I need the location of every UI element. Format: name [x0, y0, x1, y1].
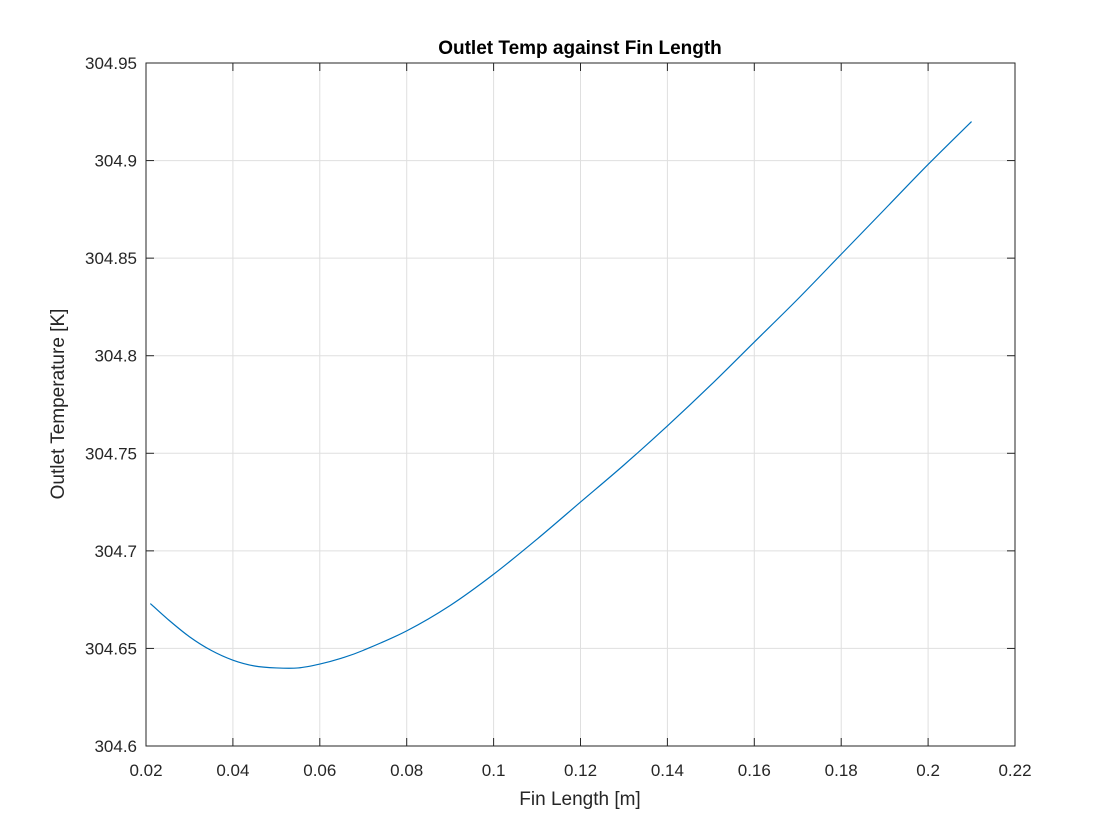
x-tick-label: 0.04	[216, 761, 249, 780]
series-line	[149, 121, 972, 669]
y-tick-label: 304.7	[94, 542, 137, 561]
x-tick-label: 0.02	[129, 761, 162, 780]
chart-title: Outlet Temp against Fin Length	[438, 38, 722, 59]
y-tick-label: 304.9	[94, 152, 137, 171]
x-tick-label: 0.18	[825, 761, 858, 780]
axis-ticks: 0.02 0.04 0.06 0.08 0.1 0.12 0.14 0.16 0.18 0.2 0.…	[85, 54, 1032, 780]
x-tick-label: 0.1	[482, 761, 506, 780]
grid	[146, 63, 1015, 746]
x-tick-label: 0.08	[390, 761, 423, 780]
x-tick-label: 0.22	[998, 761, 1031, 780]
y-axis-label: Outlet Temperature [K]	[48, 309, 69, 500]
y-tick-label: 304.75	[85, 444, 137, 463]
x-tick-label: 0.14	[651, 761, 684, 780]
y-tick-label: 304.6	[94, 737, 137, 756]
x-tick-label: 0.06	[303, 761, 336, 780]
x-tick-label: 0.2	[916, 761, 940, 780]
series-group	[149, 121, 972, 669]
y-tick-label: 304.85	[85, 249, 137, 268]
y-tick-label: 304.65	[85, 639, 137, 658]
y-tick-label: 304.95	[85, 54, 137, 73]
x-tick-label: 0.16	[738, 761, 771, 780]
x-tick-label: 0.12	[564, 761, 597, 780]
y-tick-label: 304.8	[94, 347, 137, 366]
x-axis-label: Fin Length [m]	[519, 789, 640, 810]
